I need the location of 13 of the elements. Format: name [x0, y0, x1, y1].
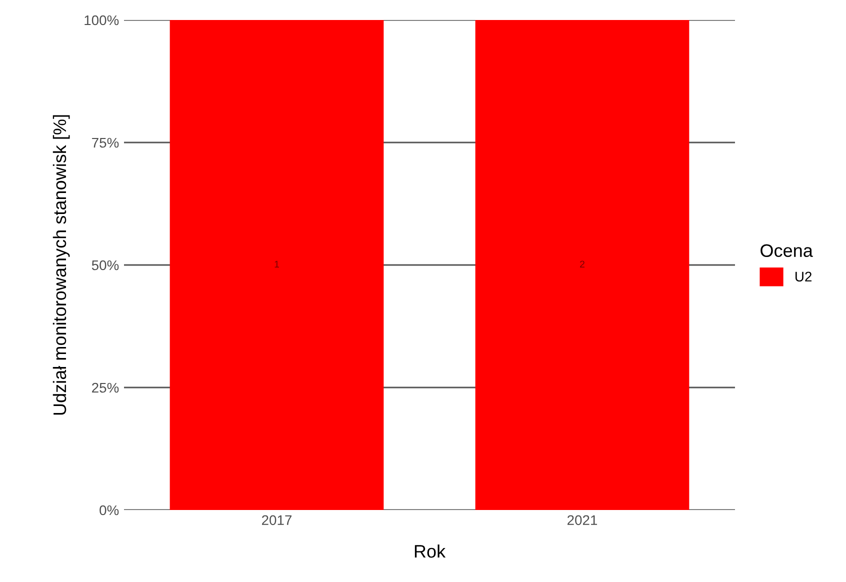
legend-label: U2	[796, 272, 812, 282]
y-tick-label: 0%	[100, 505, 119, 516]
x-axis-title: Rok	[414, 544, 446, 558]
y-axis-title: Udział monitorowanych stanowisk [%]	[52, 115, 70, 415]
y-tick-label: 25%	[92, 382, 119, 393]
y-tick-label: 100%	[84, 15, 119, 26]
y-tick-label: 75%	[92, 138, 119, 148]
x-tick-label: 2021	[568, 515, 598, 526]
x-tick-label: 2017	[262, 515, 292, 526]
legend-title: Ocena	[760, 244, 813, 257]
annotation: 2	[580, 260, 584, 268]
annotation: 1	[274, 260, 279, 268]
y-tick-label: 50%	[92, 260, 119, 270]
